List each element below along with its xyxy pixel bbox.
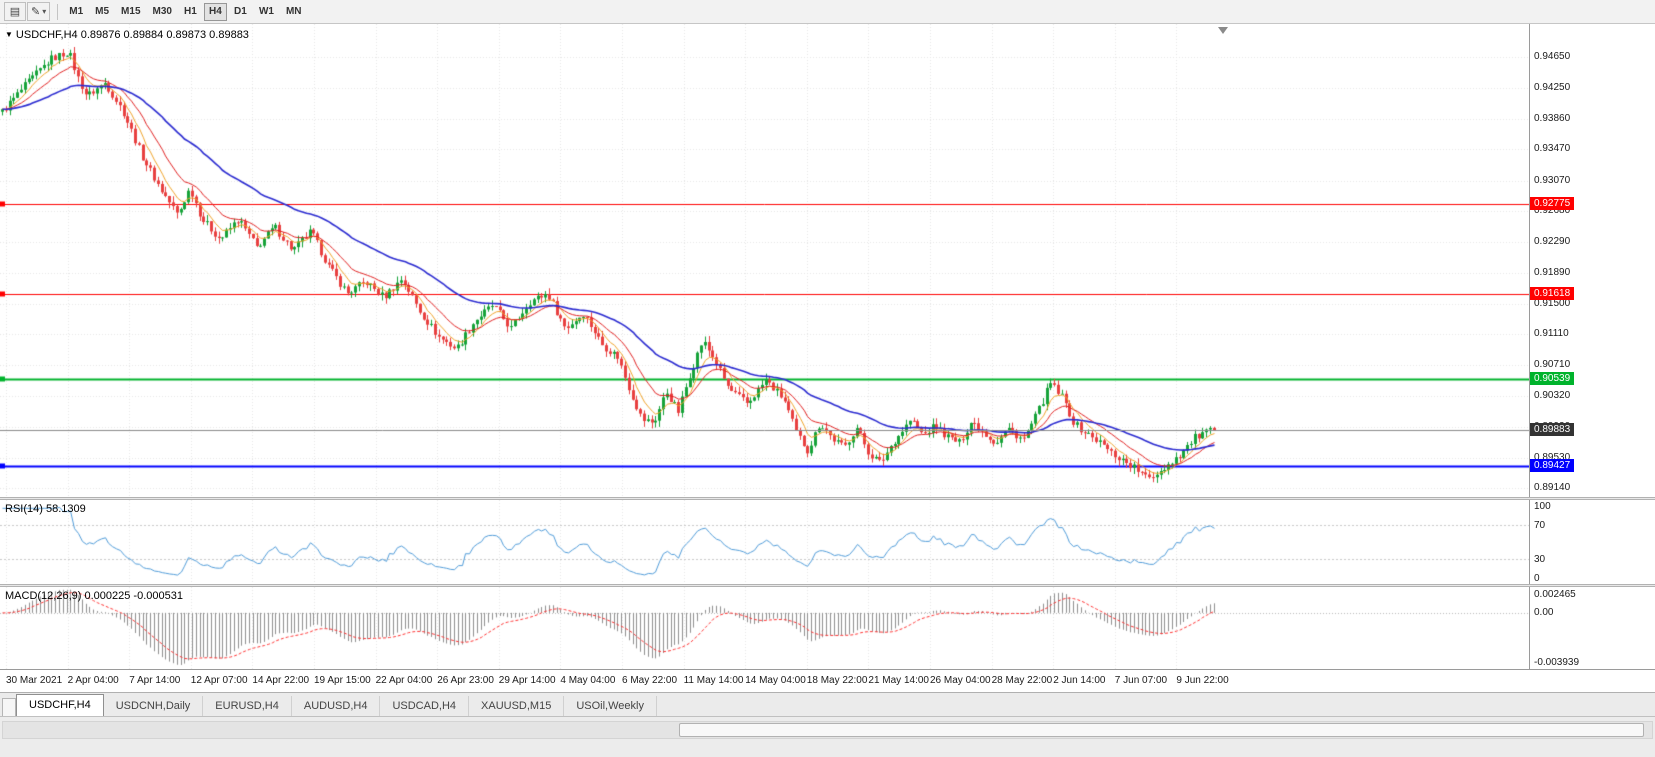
time-axis-label: 28 May 22:00 <box>991 675 1053 686</box>
macd-label: MACD(12,26,9) 0.000225 -0.000531 <box>5 590 183 602</box>
timeframe-d1[interactable]: D1 <box>229 3 252 21</box>
price-axis-label: 0.91500 <box>1534 297 1571 309</box>
time-axis-label: 19 Apr 15:00 <box>314 675 371 686</box>
time-axis-label: 18 May 22:00 <box>806 675 868 686</box>
symbol-dropdown-icon: ▼ <box>5 30 13 39</box>
time-axis-label: 2 Apr 04:00 <box>67 675 119 686</box>
horizontal-scrollbar-track[interactable] <box>2 721 1653 739</box>
time-axis-label: 6 May 22:00 <box>622 675 678 686</box>
panel-splitter-macd[interactable] <box>0 584 1655 587</box>
tab-usoil-weekly[interactable]: USOil,Weekly <box>564 696 657 716</box>
tab-audusd-h4[interactable]: AUDUSD,H4 <box>292 696 381 716</box>
time-axis-label: 7 Jun 07:00 <box>1114 675 1168 686</box>
draw-tools-button[interactable]: ✎ ▾ <box>27 2 51 21</box>
time-axis-label: 26 May 04:00 <box>930 675 991 686</box>
timeframe-m15[interactable]: M15 <box>116 3 145 21</box>
price-axis-label: 0.91110 <box>1534 328 1569 340</box>
toolbar: ▤ ✎ ▾ M1 M5 M15 M30 H1 H4 D1 W1 MN <box>0 0 1655 24</box>
tab-usdchf-h4[interactable]: USDCHF,H4 <box>16 694 104 716</box>
timeframe-m30[interactable]: M30 <box>148 3 177 21</box>
price-axis-label: 0.92680 <box>1534 205 1571 217</box>
time-axis-label: 29 Apr 14:00 <box>498 675 556 686</box>
rsi-axis-label: 0 <box>1534 573 1540 584</box>
price-axis[interactable]: 0.94650 0.94250 0.93860 0.93470 0.93070 0.926… <box>1529 24 1655 669</box>
tab-scroll-stub[interactable] <box>2 698 16 716</box>
panel-splitter-rsi[interactable] <box>0 497 1655 500</box>
horizontal-scrollbar-thumb[interactable] <box>679 723 1644 737</box>
chart-shift-marker <box>1218 27 1228 34</box>
timeframe-h4[interactable]: H4 <box>203 2 227 21</box>
price-axis-label: 0.93470 <box>1534 143 1571 155</box>
rsi-canvas[interactable] <box>0 500 1529 584</box>
timeframe-m5[interactable]: M5 <box>90 3 114 21</box>
time-axis-label: 21 May 14:00 <box>868 675 929 686</box>
chart-tab-bar: USDCHF,H4 USDCNH,Daily EURUSD,H4 AUDUSD,H4 U… <box>0 692 1655 716</box>
chevron-down-icon: ▾ <box>42 7 47 16</box>
macd-axis-max-label: 0.002465 <box>1534 589 1576 600</box>
time-axis-label: 4 May 04:00 <box>560 675 616 686</box>
timeframe-buttons: M1 M5 M15 M30 H1 H4 D1 W1 MN <box>64 2 308 21</box>
chart-title: ▼ USDCHF,H4 0.89876 0.89884 0.89873 0.898… <box>5 29 249 41</box>
timeframe-mn[interactable]: MN <box>281 3 307 21</box>
price-axis-label: 0.90710 <box>1534 359 1571 371</box>
price-axis-label: 0.90320 <box>1534 389 1571 401</box>
current-price-tag: 0.89883 <box>1530 423 1575 437</box>
chart-title-text: USDCHF,H4 0.89876 0.89884 0.89873 0.8988… <box>15 29 249 41</box>
time-axis-label: 14 Apr 22:00 <box>252 675 310 686</box>
level-price-tag-0: 0.92775 <box>1530 196 1575 210</box>
tab-usdcad-h4[interactable]: USDCAD,H4 <box>380 696 470 716</box>
pen-icon: ✎ <box>31 6 41 18</box>
level-price-tag-1: 0.91618 <box>1530 287 1575 301</box>
timeframe-h1[interactable]: H1 <box>179 3 202 21</box>
time-axis-label: 14 May 04:00 <box>745 675 806 686</box>
price-axis-label: 0.91890 <box>1534 267 1571 279</box>
price-chart-canvas[interactable] <box>0 24 1529 497</box>
chart-window-icon: ▤ <box>9 6 21 18</box>
time-axis-label: 2 Jun 14:00 <box>1053 675 1106 686</box>
macd-axis-min-label: -0.003939 <box>1534 657 1580 668</box>
time-axis-label: 12 Apr 07:00 <box>190 675 248 686</box>
price-axis-label: 0.94250 <box>1534 82 1571 94</box>
price-axis-label: 0.93860 <box>1534 112 1571 124</box>
level-price-tag-3: 0.89427 <box>1530 458 1575 472</box>
timeframe-m1[interactable]: M1 <box>64 3 88 21</box>
time-axis-label: 7 Apr 14:00 <box>129 675 181 686</box>
price-axis-label: 0.92290 <box>1534 235 1571 247</box>
macd-axis-zero-label: 0.00 <box>1534 606 1554 618</box>
time-axis-label: 22 Apr 04:00 <box>375 675 433 686</box>
time-axis-label: 26 Apr 23:00 <box>437 675 494 686</box>
time-axis-label: 30 Mar 2021 <box>6 675 63 686</box>
rsi-axis-label: 100 <box>1534 501 1551 512</box>
price-axis-label: 0.94650 <box>1534 50 1571 62</box>
tab-eurusd-h4[interactable]: EURUSD,H4 <box>203 696 292 716</box>
level-price-tag-2: 0.90539 <box>1530 371 1575 385</box>
chart-window-button[interactable]: ▤ <box>4 2 26 21</box>
tab-usdcnh-daily[interactable]: USDCNH,Daily <box>104 696 204 716</box>
price-axis-label: 0.89530 <box>1534 451 1571 463</box>
tab-xauusd-m15[interactable]: XAUUSD,M15 <box>469 696 565 716</box>
time-axis-label: 11 May 14:00 <box>683 675 744 686</box>
price-axis-label: 0.93070 <box>1534 174 1571 186</box>
timeframe-w1[interactable]: W1 <box>254 3 279 21</box>
rsi-axis-label: 30 <box>1534 553 1546 565</box>
macd-canvas[interactable] <box>0 587 1529 669</box>
time-axis[interactable]: 30 Mar 2021 2 Apr 04:00 7 Apr 14:00 12 Apr … <box>0 669 1655 692</box>
rsi-axis-label: 70 <box>1534 520 1546 532</box>
rsi-label: RSI(14) 58.1309 <box>5 503 86 515</box>
time-axis-label: 9 Jun 22:00 <box>1176 675 1229 686</box>
price-axis-label: 0.89140 <box>1534 482 1571 494</box>
bottom-scroll-area <box>0 716 1655 757</box>
toolbar-separator <box>57 3 59 20</box>
